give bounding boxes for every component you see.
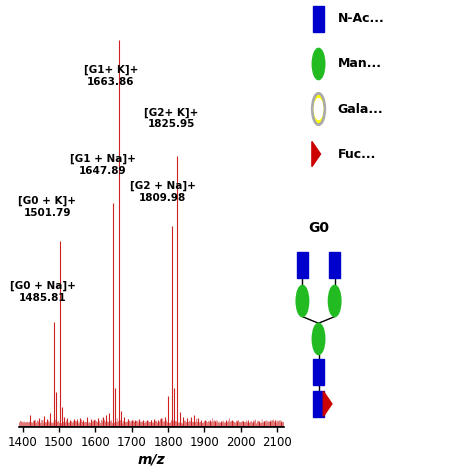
Bar: [313, 6, 324, 32]
Text: [G2 + Na]+
1809.98: [G2 + Na]+ 1809.98: [130, 181, 196, 202]
Text: Man...: Man...: [337, 57, 382, 71]
Text: N-Ac...: N-Ac...: [337, 12, 384, 26]
X-axis label: m/z: m/z: [138, 452, 165, 466]
Text: [G1+ K]+
1663.86: [G1+ K]+ 1663.86: [84, 65, 138, 87]
Text: [G1 + Na]+
1647.89: [G1 + Na]+ 1647.89: [70, 154, 136, 175]
Text: Gala...: Gala...: [337, 102, 383, 116]
Polygon shape: [323, 391, 332, 417]
Circle shape: [312, 323, 325, 355]
Bar: [313, 359, 324, 385]
Text: [G0 + Na]+
1485.81: [G0 + Na]+ 1485.81: [9, 281, 75, 303]
Bar: [329, 253, 340, 279]
Circle shape: [312, 48, 325, 80]
Text: Fuc...: Fuc...: [337, 147, 376, 161]
Text: [G2+ K]+
1825.95: [G2+ K]+ 1825.95: [145, 107, 199, 129]
Text: [G0 + K]+
1501.79: [G0 + K]+ 1501.79: [18, 196, 76, 218]
Polygon shape: [312, 141, 320, 167]
Bar: [313, 391, 324, 417]
Text: G0: G0: [308, 220, 329, 235]
Circle shape: [296, 285, 309, 317]
Circle shape: [314, 99, 323, 119]
Circle shape: [328, 285, 341, 317]
Bar: [297, 253, 308, 279]
Circle shape: [312, 93, 325, 125]
